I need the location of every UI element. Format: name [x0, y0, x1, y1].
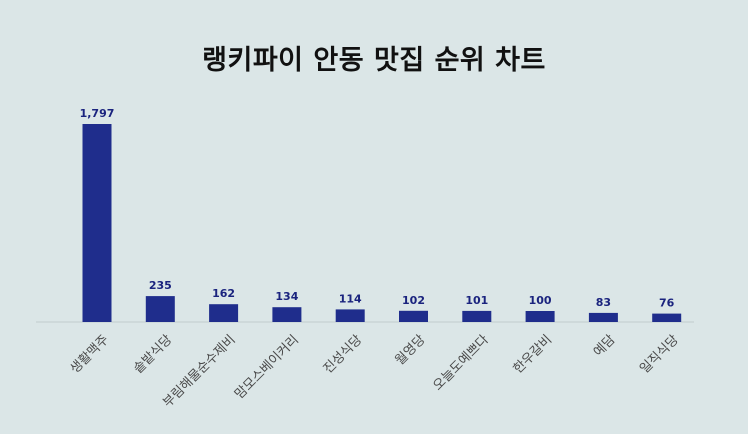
bar-10 [652, 313, 682, 322]
bar-5 [335, 309, 365, 322]
bar-value-label-9: 83 [596, 296, 611, 309]
x-tick-label-9: 예담 [591, 332, 619, 360]
bar-7 [462, 310, 492, 322]
bar-value-label-4: 134 [275, 290, 298, 303]
x-tick-label-6: 월영당 [393, 332, 429, 368]
bar-6 [399, 310, 428, 322]
x-tick-label-5: 진성식당 [321, 332, 365, 376]
bar-value-label-7: 101 [465, 294, 488, 307]
bar-9 [588, 312, 618, 322]
bar-value-label-5: 114 [339, 292, 362, 305]
x-tick-label-10: 일직식당 [637, 332, 681, 376]
x-tick-label-8: 한우갈비 [511, 332, 555, 376]
bar-1 [82, 124, 112, 322]
x-tick-label-2: 솥밭식당 [131, 332, 175, 376]
bar-8 [525, 311, 555, 322]
bar-value-label-1: 1,797 [80, 107, 115, 120]
bar-3 [209, 304, 239, 322]
bar-2 [145, 296, 175, 322]
chart-title: 랭키파이 안동 맛집 순위 차트 [202, 45, 546, 76]
bar-value-label-2: 235 [149, 279, 172, 292]
bar-value-label-6: 102 [402, 294, 425, 307]
x-tick-label-4: 맘모스베이커리 [232, 332, 302, 402]
bar-value-label-3: 162 [212, 287, 235, 300]
x-tick-label-1: 생활맥주 [68, 332, 112, 376]
x-tick-label-7: 오늘도예쁘다 [430, 332, 491, 393]
bar-value-label-10: 76 [659, 297, 675, 310]
bar-4 [272, 307, 302, 322]
bar-value-label-8: 100 [529, 294, 552, 307]
